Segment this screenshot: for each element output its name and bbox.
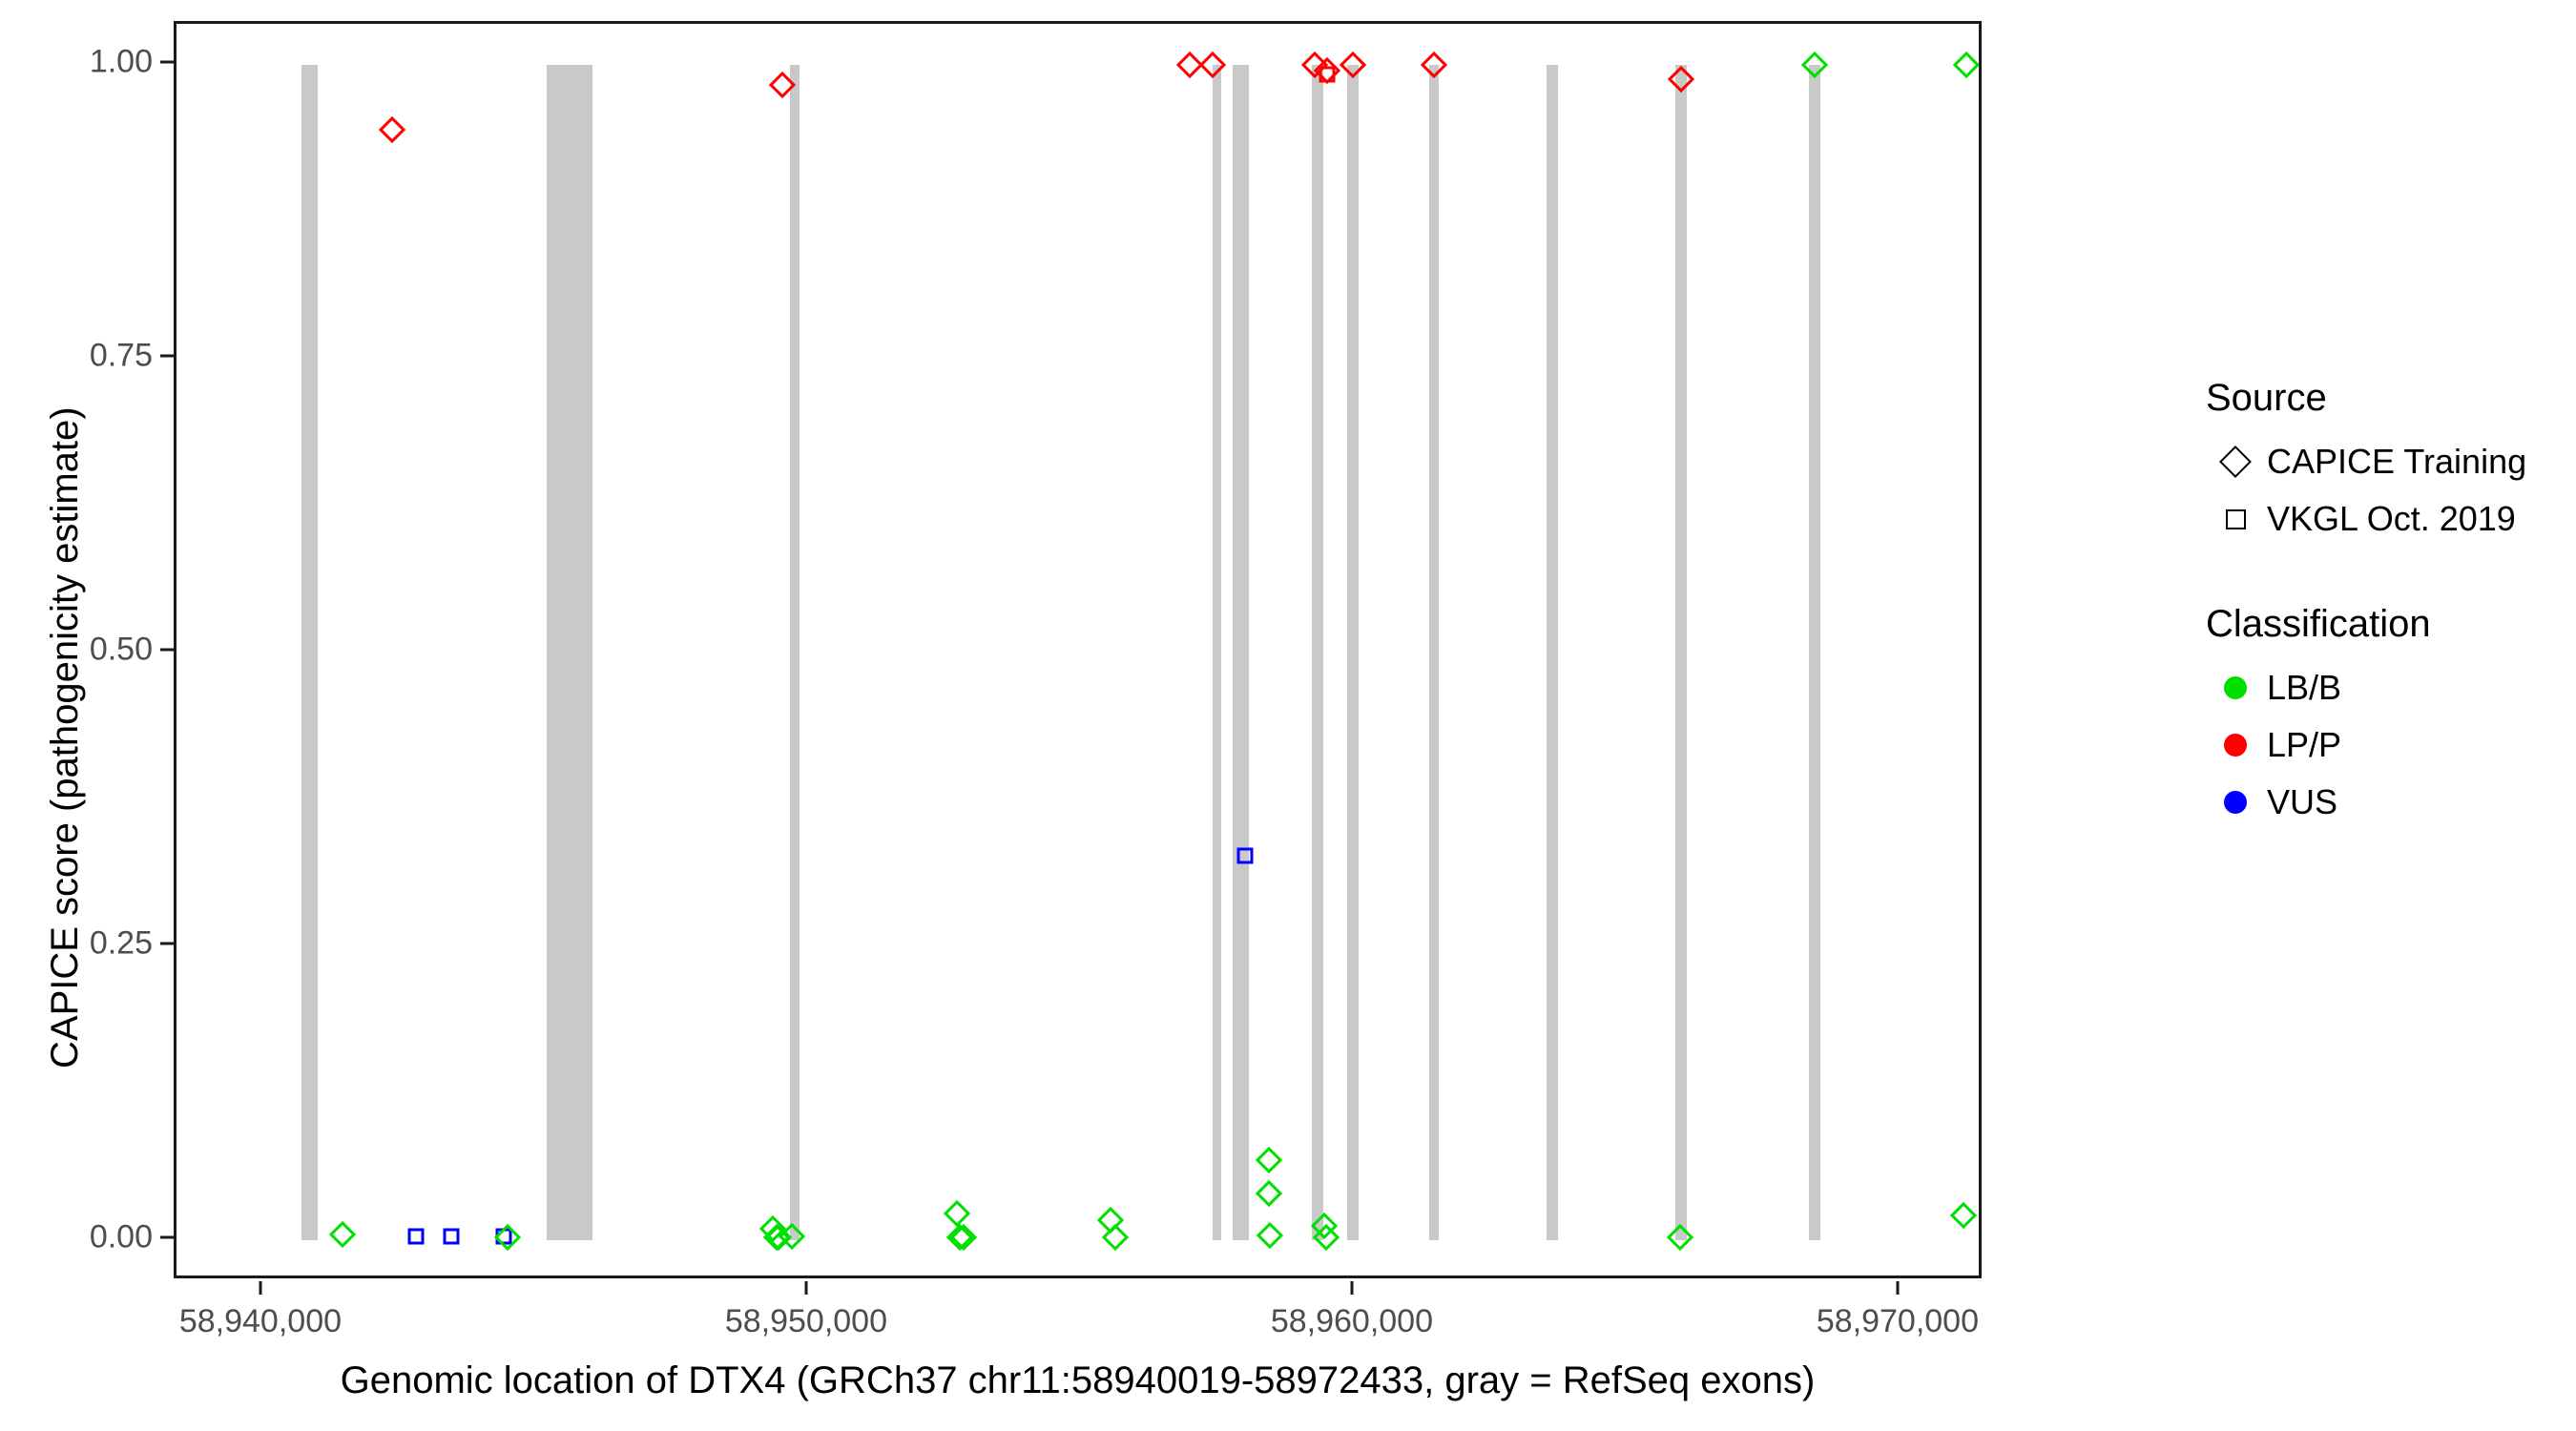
- exon-bar: [1233, 65, 1249, 1240]
- x-tick-label: 58,950,000: [724, 1303, 888, 1339]
- legend-source-label-0: CAPICE Training: [2267, 442, 2527, 481]
- legend-item-lbb[interactable]: LB/B: [2204, 659, 2566, 716]
- data-point: [1199, 51, 1227, 79]
- data-point: [1667, 1224, 1694, 1252]
- data-point: [1319, 66, 1336, 83]
- exon-bar: [1808, 65, 1820, 1240]
- exon-bar: [546, 65, 592, 1240]
- legend-source-label-1: VKGL Oct. 2019: [2267, 499, 2516, 538]
- legend-source-title: Source: [2206, 377, 2327, 419]
- data-point: [1949, 1201, 1977, 1230]
- exon-bar: [301, 65, 319, 1240]
- x-tick-mark: [1896, 1281, 1900, 1295]
- exon-bar: [1212, 65, 1221, 1240]
- y-tick-mark: [160, 942, 174, 945]
- y-axis-label: CAPICE score (pathogenicity estimate): [44, 406, 86, 1068]
- x-tick-label: 58,960,000: [1270, 1303, 1434, 1339]
- data-point: [407, 1228, 425, 1245]
- y-tick-label: 0.50: [89, 631, 153, 668]
- legend-source: Source CAPICE Training VKGL Oct. 2019: [2204, 377, 2566, 548]
- y-tick-label: 0.00: [89, 1218, 153, 1255]
- y-tick-mark: [160, 648, 174, 652]
- data-point: [378, 115, 406, 144]
- x-tick-mark: [804, 1281, 808, 1295]
- data-point: [1667, 65, 1695, 93]
- data-point: [443, 1228, 460, 1245]
- x-tick-label: 58,970,000: [1816, 1303, 1979, 1339]
- exon-bar: [789, 65, 800, 1240]
- exon-bar: [1312, 65, 1323, 1240]
- data-point: [1256, 1221, 1283, 1250]
- legend-container: Source CAPICE Training VKGL Oct. 2019 Cl…: [2204, 377, 2566, 886]
- plot-panel: [174, 21, 1982, 1278]
- y-tick-mark: [160, 1235, 174, 1239]
- red-dot-icon: [2204, 734, 2267, 757]
- blue-dot-icon: [2204, 791, 2267, 814]
- y-tick-label: 0.75: [89, 337, 153, 374]
- legend-item-capice-training[interactable]: CAPICE Training: [2204, 433, 2566, 490]
- data-point: [1255, 1179, 1283, 1207]
- x-axis-label: Genomic location of DTX4 (GRCh37 chr11:5…: [340, 1359, 1816, 1401]
- square-icon: [2204, 508, 2267, 529]
- data-point: [943, 1199, 971, 1227]
- data-point: [1421, 51, 1448, 79]
- exon-bar: [1347, 65, 1360, 1240]
- data-point: [329, 1220, 357, 1248]
- legend-item-vus[interactable]: VUS: [2204, 774, 2566, 831]
- legend-classification-label-1: LP/P: [2267, 725, 2342, 764]
- y-tick-label: 1.00: [89, 43, 153, 80]
- data-point: [1952, 51, 1979, 79]
- data-point: [1236, 847, 1254, 864]
- data-point: [1255, 1146, 1283, 1174]
- x-tick-mark: [259, 1281, 262, 1295]
- data-point: [1800, 51, 1828, 79]
- legend-item-lpp[interactable]: LP/P: [2204, 716, 2566, 774]
- exon-bar: [1675, 65, 1687, 1240]
- legend-classification-title: Classification: [2206, 603, 2431, 645]
- data-point: [1339, 51, 1366, 79]
- exon-bar: [1429, 65, 1439, 1240]
- y-tick-label: 0.25: [89, 924, 153, 962]
- x-tick-label: 58,940,000: [178, 1303, 343, 1339]
- legend-classification: Classification LB/B LP/P VUS: [2204, 603, 2566, 831]
- data-point: [495, 1228, 512, 1245]
- y-tick-mark: [160, 60, 174, 64]
- diamond-icon: [2204, 446, 2267, 478]
- legend-classification-label-0: LB/B: [2267, 668, 2342, 707]
- legend-item-vkgl[interactable]: VKGL Oct. 2019: [2204, 490, 2566, 548]
- plot-area: [177, 24, 1979, 1275]
- legend-classification-label-2: VUS: [2267, 782, 2338, 821]
- x-tick-mark: [1350, 1281, 1354, 1295]
- y-tick-mark: [160, 354, 174, 358]
- exon-bar: [1547, 65, 1558, 1240]
- green-dot-icon: [2204, 676, 2267, 699]
